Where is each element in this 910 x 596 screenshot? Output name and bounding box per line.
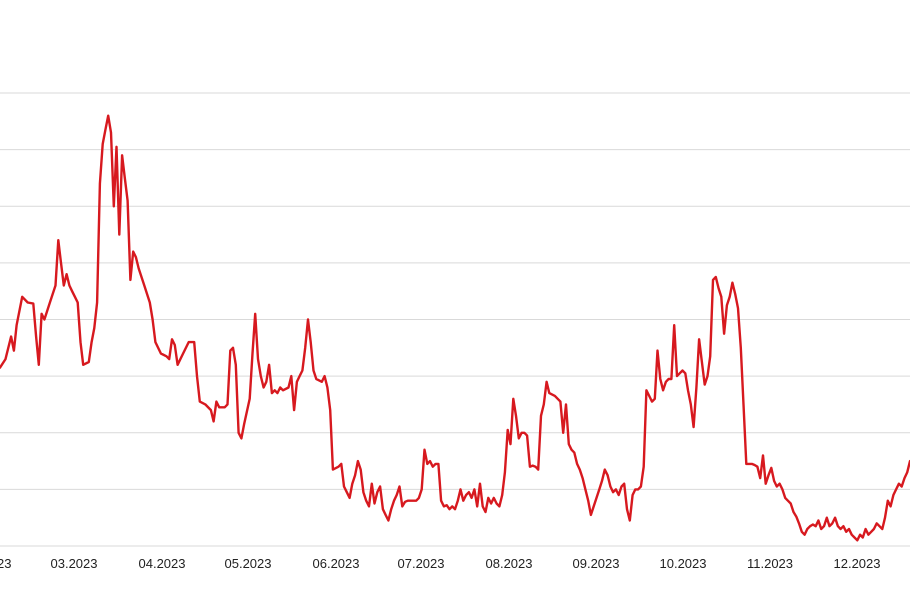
x-tick-label: 12.2023	[834, 556, 881, 571]
x-tick-label: 06.2023	[313, 556, 360, 571]
x-tick-label: 11.2023	[747, 556, 793, 571]
x-tick-label: 09.2023	[573, 556, 620, 571]
series-line-0	[0, 114, 910, 542]
x-tick-label: 08.2023	[486, 556, 533, 571]
x-tick-label: 02.2023	[0, 556, 12, 571]
x-tick-label: 07.2023	[398, 556, 445, 571]
x-tick-label: 03.2023	[51, 556, 98, 571]
x-tick-label: 05.2023	[225, 556, 272, 571]
series-layer	[0, 114, 910, 542]
x-axis-tick-labels: 02.2023 03.2023 04.2023 05.2023 06.2023 07.20…	[0, 556, 881, 571]
x-tick-label: 10.2023	[660, 556, 707, 571]
x-tick-label: 04.2023	[139, 556, 186, 571]
